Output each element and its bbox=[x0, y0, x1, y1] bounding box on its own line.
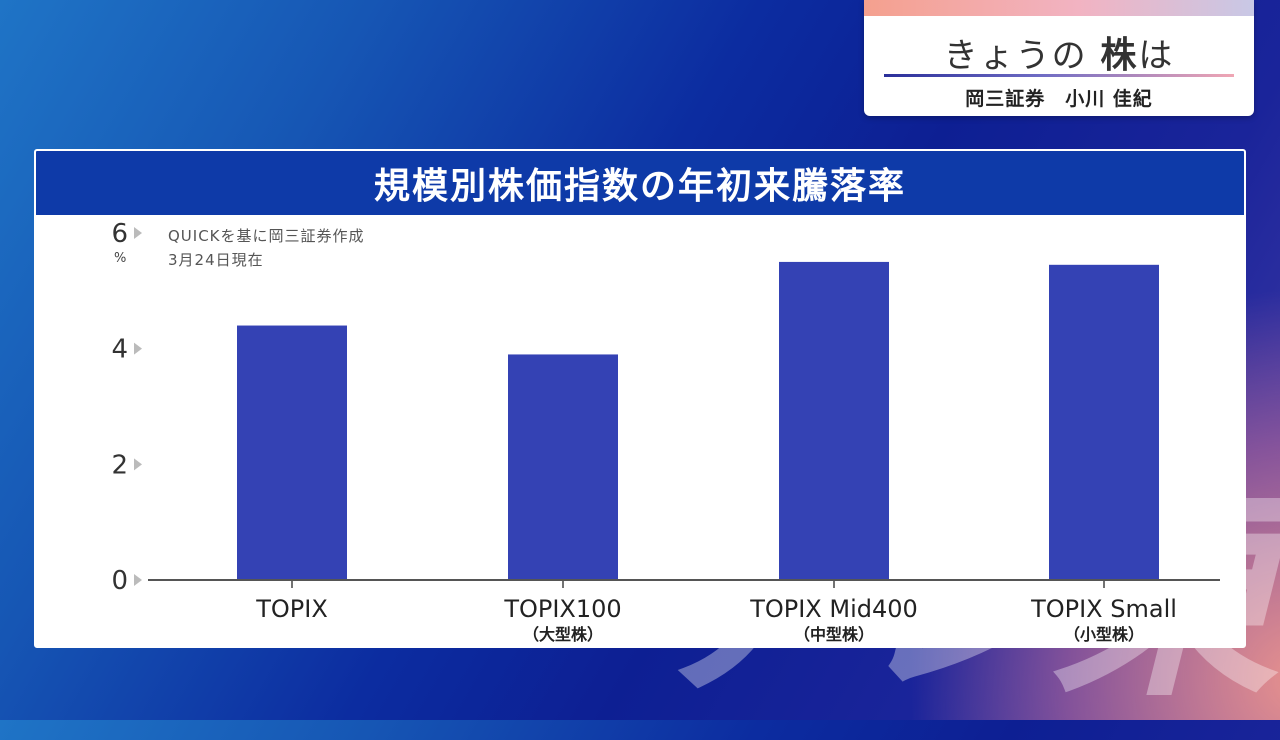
y-tick-label: 4 bbox=[111, 335, 128, 365]
y-tick-label: 6 bbox=[111, 219, 128, 249]
program-title-card: きょうの 株は 岡三証券 小川 佳紀 bbox=[864, 0, 1254, 116]
y-tick-label: 0 bbox=[111, 566, 128, 596]
program-title-kanji: 株 bbox=[1100, 35, 1139, 76]
guest-name: 岡三証券 小川 佳紀 bbox=[965, 88, 1153, 110]
x-tick-label: TOPIX Mid400 bbox=[749, 595, 918, 623]
y-tick-label: 2 bbox=[111, 450, 128, 480]
bar-chart: 0 2 4 6 TOPIX TOPIX100 （大型株） TOPIX Mid400 （中型株） T… bbox=[111, 219, 1220, 644]
y-tick-marker bbox=[134, 342, 142, 355]
bar bbox=[1049, 264, 1159, 580]
program-title: きょうの 株は bbox=[864, 26, 1254, 78]
x-tick-label: TOPIX100 bbox=[503, 595, 621, 623]
bar bbox=[779, 261, 889, 580]
x-tick-sublabel: （大型株） bbox=[523, 625, 603, 644]
x-tick-sublabel: （小型株） bbox=[1064, 625, 1144, 644]
title-card-accent bbox=[864, 0, 1254, 16]
date-note: 3月24日現在 bbox=[168, 251, 264, 269]
source-note: QUICKを基に岡三証券作成 bbox=[168, 227, 365, 245]
bar bbox=[237, 325, 347, 580]
chart-title: 規模別株価指数の年初来騰落率 bbox=[36, 151, 1244, 215]
chart-area: QUICKを基に岡三証券作成 3月24日現在 % 0 2 4 6 TOPIX TOPIX1… bbox=[36, 215, 1244, 646]
y-tick-marker bbox=[134, 227, 142, 239]
chart-panel: 規模別株価指数の年初来騰落率 QUICKを基に岡三証券作成 3月24日現在 % … bbox=[34, 149, 1246, 648]
x-tick-sublabel: （中型株） bbox=[794, 625, 874, 644]
y-tick-marker bbox=[134, 574, 142, 586]
x-tick-label: TOPIX bbox=[255, 595, 328, 623]
program-title-prefix: きょうの bbox=[943, 36, 1088, 76]
program-title-suffix: は bbox=[1138, 36, 1175, 76]
bar bbox=[508, 354, 618, 580]
title-card-rule bbox=[884, 74, 1234, 77]
y-tick-marker bbox=[134, 458, 142, 471]
y-axis-unit: % bbox=[114, 251, 127, 266]
x-tick-label: TOPIX Small bbox=[1030, 595, 1177, 623]
